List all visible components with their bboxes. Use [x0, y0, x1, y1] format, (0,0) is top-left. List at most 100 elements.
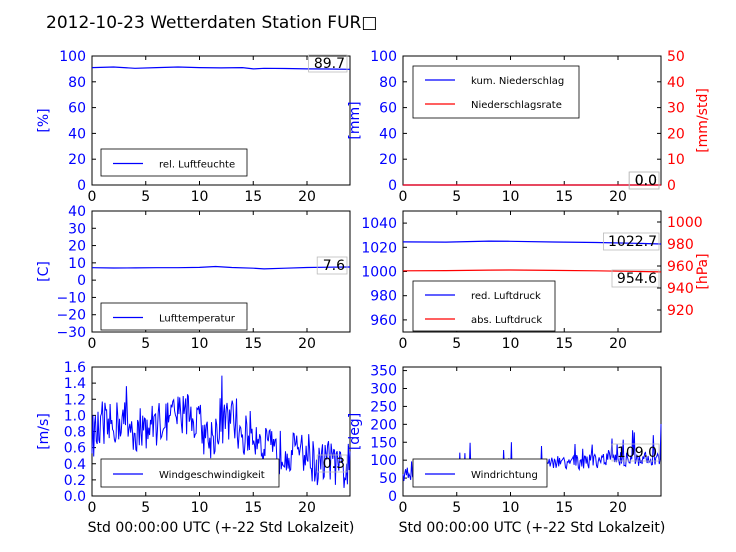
chart-panel-2: 0 5 10 15 20 0 20 40 60 80 100 0 10 20 30 40 50 [mm] [mm/s… [347, 49, 711, 205]
legend-entry: Lufttemperatur [159, 314, 236, 325]
x-tick-label: 10 [191, 336, 209, 352]
legend-box [412, 65, 580, 119]
y-tick-label: 60 [379, 101, 397, 117]
y2-tick-label: 0 [667, 178, 676, 194]
y-tick-label: 1000 [361, 265, 397, 281]
y-tick-label: 20 [379, 152, 397, 168]
x-tick-label: 10 [502, 500, 520, 516]
x-tick-label: 0 [88, 336, 97, 352]
x-axis-label: Std 00:00:00 UTC (+-22 Std Lokalzeit) [88, 520, 355, 536]
y-tick-label: 0 [388, 489, 397, 505]
y-tick-label: 50 [379, 471, 397, 487]
legend-entry: rel. Luftfeuchte [159, 160, 235, 171]
value-annotation: 0.3 [323, 456, 345, 472]
legend-entry: Windgeschwindigkeit [159, 470, 265, 481]
x-tick-label: 15 [555, 189, 573, 205]
x-tick-label: 5 [452, 500, 461, 516]
y-axis-label: [m/s] [36, 413, 52, 450]
x-tick-label: 5 [452, 336, 461, 352]
y-tick-label: 1.6 [64, 360, 86, 376]
x-tick-label: 10 [191, 500, 209, 516]
value-annotation: 0.0 [635, 173, 657, 189]
legend-entry: Niederschlagsrate [471, 100, 562, 111]
legend-box [100, 302, 248, 331]
y-tick-label: 40 [379, 126, 397, 142]
y-axis-label: [C] [36, 261, 52, 282]
y-tick-label: 980 [370, 289, 397, 305]
x-tick-label: 20 [298, 189, 316, 205]
x-tick-label: 0 [399, 336, 408, 352]
series-line-2 [402, 269, 662, 273]
x-tick-label: 15 [244, 189, 262, 205]
series-line-1 [91, 375, 351, 488]
series-line-1 [402, 240, 662, 245]
y2-tick-label: 40 [667, 75, 685, 91]
x-tick-label: 20 [298, 500, 316, 516]
x-tick-label: 10 [191, 189, 209, 205]
y-tick-label: 0.2 [64, 473, 86, 489]
y-tick-label: 150 [370, 435, 397, 451]
chart-panel-1: 0 5 10 15 20 0 20 40 60 80 100 [%] 89.7 rel. Luftfeuc… [36, 49, 351, 205]
y-tick-label: 10 [68, 256, 86, 272]
y-tick-label: 960 [370, 313, 397, 329]
y2-tick-label: 980 [667, 237, 694, 253]
x-tick-label: 0 [88, 189, 97, 205]
y2-tick-label: 920 [667, 303, 694, 319]
value-annotation: 109.0 [617, 445, 657, 461]
value-annotation: 1022.7 [608, 234, 657, 250]
y-tick-label: 30 [68, 221, 86, 237]
annotation-box [628, 171, 660, 190]
y2-tick-label: 10 [667, 152, 685, 168]
chart-panel-4: 0 5 10 15 20 960 980 1000 1020 1040 920 940 960 980 10… [361, 210, 711, 352]
value-annotation: 7.6 [323, 258, 345, 274]
value-annotation: 954.6 [617, 271, 657, 287]
y-tick-label: 200 [370, 417, 397, 433]
y-tick-label: 100 [59, 49, 86, 65]
x-tick-label: 5 [452, 189, 461, 205]
legend-box [412, 458, 548, 488]
y-tick-label: 0 [77, 178, 86, 194]
y-tick-label: −10 [56, 290, 86, 306]
y-axis-label: [%] [36, 108, 52, 132]
figure-title: 2012-10-23 Wetterdaten Station FUR□ [46, 13, 377, 33]
y-tick-label: 0.6 [64, 441, 86, 457]
y-tick-label: 80 [379, 75, 397, 91]
x-tick-label: 10 [502, 336, 520, 352]
annotation-box [611, 269, 660, 288]
x-tick-label: 0 [88, 500, 97, 516]
x-tick-label: 10 [502, 189, 520, 205]
y-tick-label: 300 [370, 382, 397, 398]
y-tick-label: 0 [388, 178, 397, 194]
y2-tick-label: 30 [667, 101, 685, 117]
y-tick-label: 80 [68, 75, 86, 91]
y-tick-label: 1.4 [64, 376, 86, 392]
annotation-box [316, 454, 348, 473]
y-tick-label: 0.0 [64, 489, 86, 505]
y-tick-label: −30 [56, 325, 86, 341]
y-axis-label: [deg] [347, 413, 363, 450]
x-tick-label: 5 [141, 189, 150, 205]
y-tick-label: 0.4 [64, 457, 86, 473]
x-tick-label: 5 [141, 500, 150, 516]
y-tick-label: 1040 [361, 216, 397, 232]
y2-tick-label: 1000 [667, 215, 703, 231]
y2-tick-label: 50 [667, 49, 685, 65]
x-tick-label: 0 [399, 500, 408, 516]
chart-panel-5: 0 5 10 15 20 0.00.20.40.60.81.01.21.41.6 [m/s]… [36, 360, 354, 536]
y2-tick-label: 20 [667, 126, 685, 142]
y2-axis-label: [mm/std] [695, 88, 711, 153]
x-tick-label: 0 [399, 189, 408, 205]
y-tick-label: 20 [68, 152, 86, 168]
legend-box [100, 148, 248, 177]
y2-tick-label: 940 [667, 281, 694, 297]
y-axis-label: [mm] [347, 101, 363, 139]
x-axis-label: Std 00:00:00 UTC (+-22 Std Lokalzeit) [399, 520, 666, 536]
y-tick-label: 1.2 [64, 392, 86, 408]
series-line-1 [91, 66, 351, 70]
y-tick-label: 0.8 [64, 425, 86, 441]
x-tick-label: 20 [298, 336, 316, 352]
y-tick-label: 1.0 [64, 408, 86, 424]
